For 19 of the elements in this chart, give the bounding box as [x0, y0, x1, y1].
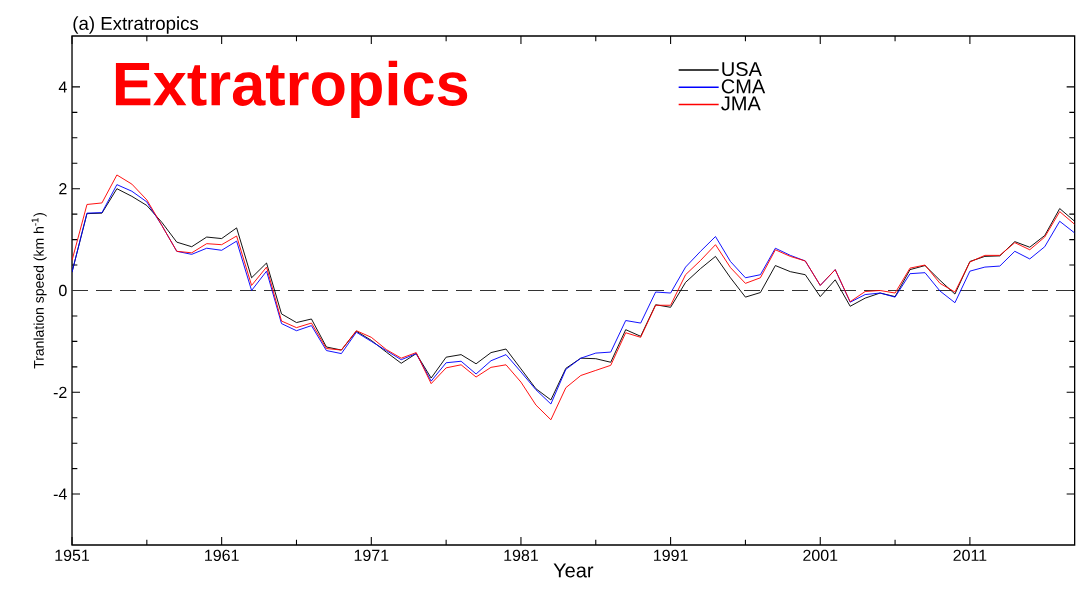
- x-tick-label: 1971: [354, 549, 389, 562]
- legend-label: USA: [722, 61, 762, 77]
- x-tick-label: 1981: [504, 549, 538, 562]
- x-tick-label: 1951: [55, 549, 90, 562]
- y-tick-label: -4: [53, 488, 67, 500]
- legend-label: CMA: [721, 79, 766, 94]
- y-axis-title: Tranlation speed (km h$^{-1}$): [31, 213, 47, 369]
- legend-label: JMA: [721, 96, 761, 111]
- x-axis-title: Year: [553, 563, 594, 578]
- x-tick-label: 1991: [654, 549, 688, 562]
- y-tick-label: 2: [59, 183, 67, 195]
- chart-title: (a) Extratropics: [73, 16, 199, 34]
- y-tick-label: -2: [53, 386, 67, 398]
- annotation: Extratropics: [115, 60, 468, 119]
- x-tick-label: 1961: [205, 549, 239, 562]
- y-tick-label: 0: [59, 284, 67, 297]
- y-tick-label: 4: [58, 81, 67, 93]
- x-tick-label: 2001: [803, 549, 838, 562]
- x-tick-label: 2011: [953, 549, 987, 562]
